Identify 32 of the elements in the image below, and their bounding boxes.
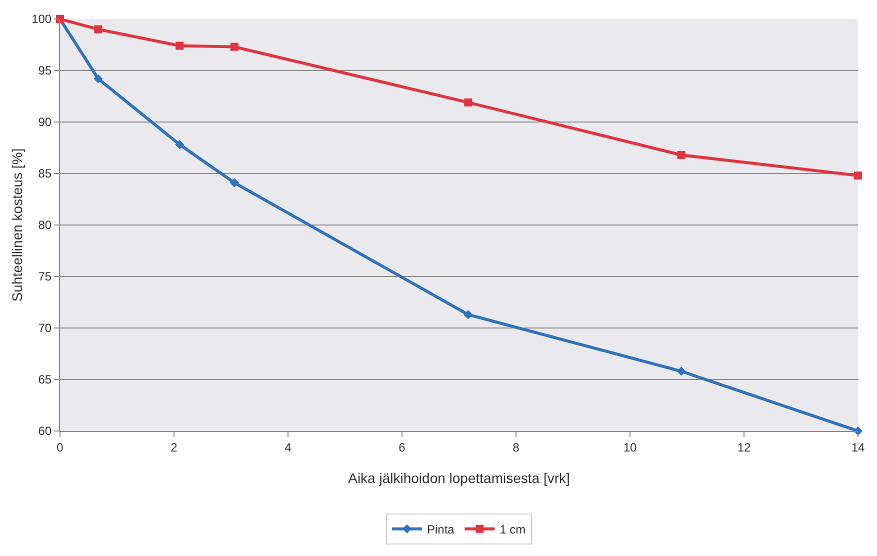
point — [676, 366, 686, 376]
x-tick-label: 4 — [284, 440, 292, 454]
x-tick-label: 0 — [56, 440, 64, 454]
x-axis-title: Aika jälkihoidon lopettamisesta [vrk] — [348, 470, 570, 486]
point — [230, 178, 239, 188]
point — [94, 25, 102, 34]
point — [464, 310, 473, 320]
point — [677, 150, 686, 159]
x-tick-label: 12 — [737, 440, 751, 454]
point — [94, 74, 103, 84]
y-tick-label: 95 — [38, 64, 52, 78]
point — [464, 98, 472, 106]
y-tick-label: 80 — [38, 218, 52, 232]
y-tick-label: 100 — [32, 12, 52, 26]
y-tick-label: 70 — [38, 321, 52, 336]
legend-label: Pinta — [427, 522, 455, 537]
point — [176, 42, 184, 50]
y-tick-label: 60 — [38, 424, 52, 438]
x-tick-label: 8 — [512, 440, 520, 454]
legend-label: 1 cm — [500, 522, 526, 537]
x-tick-label: 14 — [851, 440, 865, 454]
y-tick-label: 90 — [38, 115, 52, 130]
point — [175, 140, 184, 150]
y-axis-title: Suhteellinen kosteus [%] — [9, 148, 25, 302]
y-tick-label: 65 — [38, 372, 52, 387]
y-tick-label: 75 — [38, 270, 52, 284]
x-tick-label: 6 — [398, 440, 406, 454]
x-tick-label: 2 — [170, 440, 178, 454]
point — [854, 172, 862, 180]
x-tick-label: 10 — [623, 440, 637, 454]
y-tick-label: 85 — [38, 166, 52, 181]
point — [230, 42, 238, 51]
